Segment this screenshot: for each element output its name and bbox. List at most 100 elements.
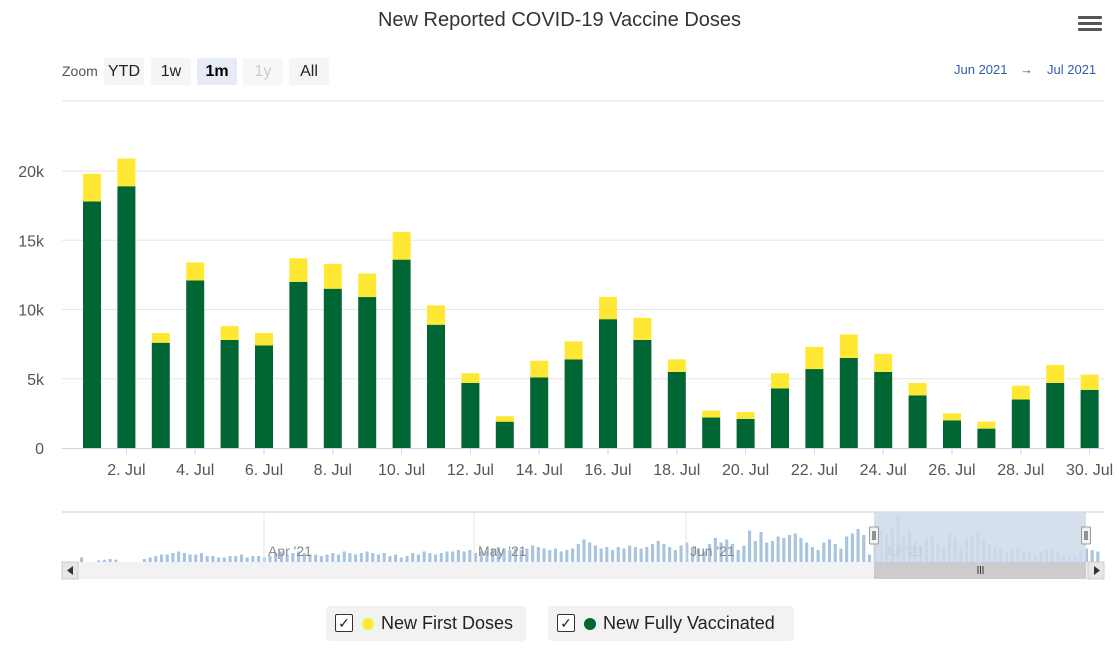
x-tick-label: 12. Jul xyxy=(447,462,494,479)
bar-fully-vaccinated xyxy=(392,259,411,448)
bar-fully-vaccinated xyxy=(874,371,893,448)
navigator-bar xyxy=(211,556,215,562)
zoom-all-button[interactable]: All xyxy=(289,58,329,85)
zoom-1w-button[interactable]: 1w xyxy=(151,58,191,85)
navigator-bar xyxy=(319,556,323,562)
bar-fully-vaccinated xyxy=(186,280,205,448)
bar-fully-vaccinated xyxy=(255,345,273,448)
scrollbar-right-arrow-icon xyxy=(1094,566,1100,575)
navigator-month-label: May '21 xyxy=(478,543,527,559)
bar-first-doses xyxy=(323,263,342,289)
x-tick-label: 20. Jul xyxy=(722,462,769,479)
bar-fully-vaccinated xyxy=(117,186,136,449)
navigator-bar xyxy=(359,553,363,562)
navigator-bar xyxy=(97,560,101,562)
x-tick-label: 22. Jul xyxy=(791,462,838,479)
navigator-bar xyxy=(548,550,552,562)
legend-item-first-doses[interactable]: ✓ New First Doses xyxy=(326,606,526,641)
legend-item-fully-vaccinated[interactable]: ✓ New Fully Vaccinated xyxy=(548,606,794,641)
navigator-bar xyxy=(462,551,466,562)
navigator-bar xyxy=(279,551,283,562)
x-tick-label: 14. Jul xyxy=(516,462,563,479)
navigator-bar xyxy=(154,556,158,562)
navigator-bar xyxy=(650,544,655,562)
navigator-bar xyxy=(348,553,352,562)
navigator-bar xyxy=(662,544,666,562)
range-to[interactable]: Jul 2021 xyxy=(1047,62,1097,77)
x-tick-label: 26. Jul xyxy=(928,462,975,479)
x-tick-label: 6. Jul xyxy=(245,462,283,479)
navigator-bar xyxy=(251,556,255,562)
legend-checkbox-first-doses[interactable]: ✓ xyxy=(335,614,353,632)
bar-fully-vaccinated xyxy=(83,201,101,448)
bar-first-doses xyxy=(289,258,308,282)
navigator-bar xyxy=(165,554,169,562)
navigator-bar xyxy=(742,545,746,562)
navigator-bar xyxy=(856,529,860,562)
legend-label-first-doses: New First Doses xyxy=(381,613,514,633)
navigator-bar xyxy=(639,548,643,562)
bar-first-doses xyxy=(392,231,411,260)
navigator-bar xyxy=(513,548,518,562)
navigator-bar xyxy=(765,542,769,562)
zoom-1m-button[interactable]: 1m xyxy=(197,58,237,85)
navigator-bar xyxy=(422,551,426,562)
navigator-bar xyxy=(496,547,500,562)
bar-first-doses xyxy=(220,326,239,340)
navigator-bar xyxy=(708,544,712,562)
navigator-bar xyxy=(867,554,872,562)
navigator-bar xyxy=(850,533,854,562)
x-tick-label: 16. Jul xyxy=(584,462,631,479)
navigator-bar xyxy=(314,554,318,562)
navigator-bar xyxy=(102,559,106,562)
navigator-bar xyxy=(405,556,409,562)
navigator-bar xyxy=(1084,548,1089,562)
hamburger-menu-icon[interactable] xyxy=(1078,16,1102,36)
bar-first-doses xyxy=(633,317,652,340)
bar-fully-vaccinated xyxy=(220,339,239,448)
navigator-bar xyxy=(862,535,866,562)
navigator-bar xyxy=(633,547,637,562)
navigator-bar xyxy=(376,554,381,562)
navigator-bar xyxy=(810,547,814,562)
navigator-bar xyxy=(479,551,483,562)
legend-label-fully-vaccinated: New Fully Vaccinated xyxy=(603,613,775,633)
scrollbar-track xyxy=(62,562,1104,579)
x-tick-label: 24. Jul xyxy=(860,462,907,479)
navigator-bar xyxy=(177,551,181,562)
navigator-bar xyxy=(274,553,278,562)
bar-fully-vaccinated xyxy=(427,324,445,448)
navigator-bar xyxy=(217,557,221,562)
bar-first-doses xyxy=(117,158,136,187)
navigator-bar xyxy=(748,530,752,562)
x-tick-label: 28. Jul xyxy=(997,462,1044,479)
bar-fully-vaccinated xyxy=(943,420,961,448)
bar-fully-vaccinated xyxy=(667,371,686,448)
navigator-bar xyxy=(525,548,529,562)
navigator-bar xyxy=(142,559,146,562)
bar-first-doses xyxy=(83,173,101,202)
x-tick-label: 30. Jul xyxy=(1066,462,1113,479)
bar-fully-vaccinated xyxy=(771,388,789,448)
navigator-bar xyxy=(685,542,689,562)
navigator-bar xyxy=(234,556,238,562)
bar-fully-vaccinated xyxy=(1046,382,1065,448)
navigator-bar xyxy=(228,556,232,562)
bar-first-doses xyxy=(1046,364,1065,383)
navigator-bar xyxy=(668,547,672,562)
navigator-bar xyxy=(736,550,740,562)
bar-first-doses xyxy=(1011,385,1030,400)
navigator-bar xyxy=(199,553,204,562)
bar-first-doses xyxy=(977,421,996,429)
bar-first-doses xyxy=(667,359,686,372)
navigator-bar xyxy=(291,553,295,562)
legend-checkbox-fully-vaccinated[interactable]: ✓ xyxy=(557,614,575,632)
bar-fully-vaccinated xyxy=(1080,389,1099,448)
navigator-bar xyxy=(148,557,152,562)
range-from[interactable]: Jun 2021 xyxy=(954,62,1008,77)
navigator-bar xyxy=(428,553,432,562)
navigator-bar xyxy=(753,541,757,562)
bar-first-doses xyxy=(805,346,824,370)
zoom-ytd-button[interactable]: YTD xyxy=(104,58,144,85)
navigator-bar xyxy=(456,550,460,562)
